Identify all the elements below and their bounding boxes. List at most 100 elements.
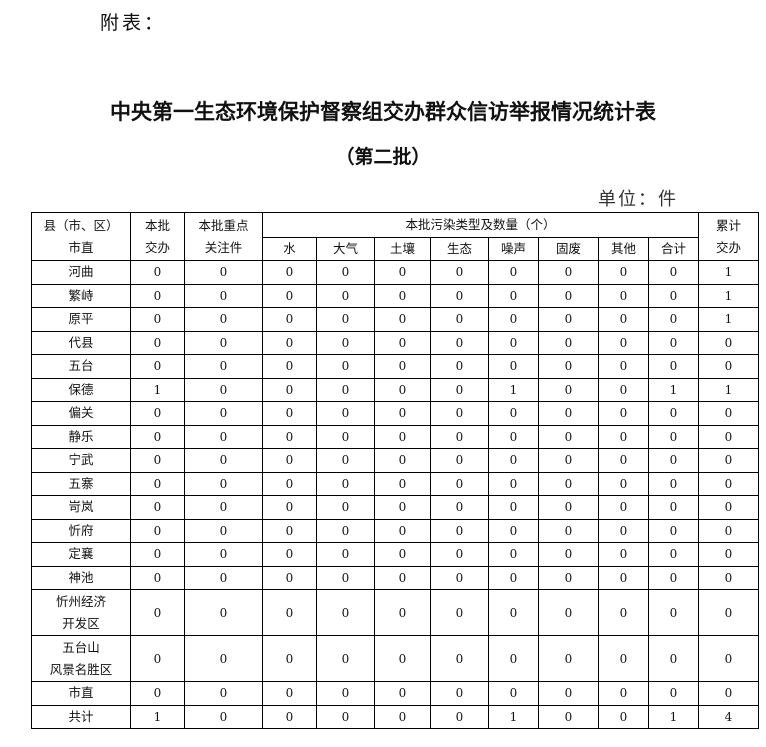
cell-value: 0 xyxy=(598,495,649,520)
cell-value: 0 xyxy=(184,330,263,355)
cell-value: 0 xyxy=(648,589,699,636)
cell-value: 0 xyxy=(130,635,185,682)
cell-value: 0 xyxy=(130,471,185,496)
cell-value: 0 xyxy=(538,518,599,543)
row-name: 河曲 xyxy=(31,260,131,285)
cell-value: 0 xyxy=(538,424,599,449)
cell-value: 0 xyxy=(598,330,649,355)
cell-value: 0 xyxy=(538,260,599,285)
cell-value: 0 xyxy=(598,471,649,496)
cell-value: 0 xyxy=(430,401,489,426)
cell-value: 0 xyxy=(598,283,649,308)
cell-value: 1 xyxy=(130,704,185,729)
cell-value: 0 xyxy=(262,518,317,543)
cell-value: 0 xyxy=(488,401,539,426)
cell-value: 0 xyxy=(316,330,375,355)
cell-value: 0 xyxy=(430,704,489,729)
row-name: 原平 xyxy=(31,307,131,332)
cell-value: 0 xyxy=(538,635,599,682)
header-pollution-group: 本批污染类型及数量（个） xyxy=(262,212,699,238)
cell-value: 0 xyxy=(184,307,263,332)
cell-value: 0 xyxy=(316,260,375,285)
table-row: 静乐 0 0 0 0 0 0 0 0 0 0 0 xyxy=(31,424,759,449)
cell-value: 0 xyxy=(698,565,759,590)
cell-value: 0 xyxy=(488,448,539,473)
cell-value: 0 xyxy=(374,401,431,426)
cell-value: 0 xyxy=(598,260,649,285)
cell-value: 1 xyxy=(648,377,699,402)
cell-value: 0 xyxy=(316,424,375,449)
header-pollution-type: 大气 xyxy=(316,237,375,261)
cell-value: 0 xyxy=(374,518,431,543)
cell-value: 0 xyxy=(374,330,431,355)
cell-value: 0 xyxy=(538,448,599,473)
cell-value: 0 xyxy=(184,448,263,473)
table-row: 定襄 0 0 0 0 0 0 0 0 0 0 0 xyxy=(31,542,759,567)
table-row: 代县 0 0 0 0 0 0 0 0 0 0 0 xyxy=(31,330,759,355)
cell-value: 0 xyxy=(430,448,489,473)
cell-value: 0 xyxy=(648,565,699,590)
cell-value: 0 xyxy=(488,260,539,285)
cell-value: 0 xyxy=(488,542,539,567)
cell-value: 0 xyxy=(130,401,185,426)
cell-value: 0 xyxy=(598,354,649,379)
cell-value: 0 xyxy=(698,424,759,449)
cell-value: 0 xyxy=(316,635,375,682)
cell-value: 0 xyxy=(430,681,489,706)
cell-value: 0 xyxy=(430,495,489,520)
cell-value: 0 xyxy=(598,635,649,682)
cell-value: 0 xyxy=(648,354,699,379)
cell-value: 0 xyxy=(374,542,431,567)
cell-value: 0 xyxy=(130,448,185,473)
cell-value: 0 xyxy=(698,635,759,682)
cell-value: 0 xyxy=(430,518,489,543)
cell-value: 0 xyxy=(488,471,539,496)
cell-value: 1 xyxy=(648,704,699,729)
row-name: 宁武 xyxy=(31,448,131,473)
table-row: 繁峙 0 0 0 0 0 0 0 0 0 0 1 xyxy=(31,283,759,308)
cell-value: 0 xyxy=(184,471,263,496)
cell-value: 0 xyxy=(488,565,539,590)
cell-value: 0 xyxy=(374,471,431,496)
cell-value: 0 xyxy=(488,518,539,543)
attachment-label: 附表： xyxy=(100,12,167,34)
row-name: 定襄 xyxy=(31,542,131,567)
header-pollution-type: 土壤 xyxy=(374,237,431,261)
cell-value: 0 xyxy=(262,542,317,567)
cell-value: 0 xyxy=(538,307,599,332)
cell-value: 1 xyxy=(698,260,759,285)
cell-value: 0 xyxy=(538,589,599,636)
cell-value: 0 xyxy=(184,589,263,636)
table-row: 原平 0 0 0 0 0 0 0 0 0 0 1 xyxy=(31,307,759,332)
table-row: 共计 1 0 0 0 0 0 1 0 0 1 4 xyxy=(31,704,759,729)
cell-value: 0 xyxy=(648,424,699,449)
cell-value: 0 xyxy=(430,635,489,682)
cell-value: 0 xyxy=(698,681,759,706)
cell-value: 0 xyxy=(648,495,699,520)
cell-value: 0 xyxy=(698,471,759,496)
cell-value: 0 xyxy=(698,401,759,426)
cell-value: 0 xyxy=(488,495,539,520)
cell-value: 0 xyxy=(648,635,699,682)
cell-value: 0 xyxy=(316,283,375,308)
cell-value: 0 xyxy=(698,542,759,567)
cell-value: 0 xyxy=(262,424,317,449)
cell-value: 0 xyxy=(430,565,489,590)
cell-value: 0 xyxy=(316,704,375,729)
cell-value: 0 xyxy=(130,495,185,520)
cell-value: 1 xyxy=(130,377,185,402)
header-county: 县（市、区） 市直 xyxy=(31,212,131,261)
cell-value: 4 xyxy=(698,704,759,729)
table-row: 五台 0 0 0 0 0 0 0 0 0 0 0 xyxy=(31,354,759,379)
table-row: 市直 0 0 0 0 0 0 0 0 0 0 0 xyxy=(31,681,759,706)
cell-value: 0 xyxy=(130,518,185,543)
cell-value: 0 xyxy=(430,471,489,496)
cell-value: 0 xyxy=(184,283,263,308)
cell-value: 0 xyxy=(698,448,759,473)
header-pollution-type: 噪声 xyxy=(488,237,539,261)
row-name: 五台山 风景名胜区 xyxy=(31,635,131,682)
table-row: 五台山 风景名胜区 0 0 0 0 0 0 0 0 0 0 0 xyxy=(31,635,759,682)
cell-value: 0 xyxy=(262,635,317,682)
cell-value: 0 xyxy=(316,471,375,496)
cell-value: 0 xyxy=(488,681,539,706)
